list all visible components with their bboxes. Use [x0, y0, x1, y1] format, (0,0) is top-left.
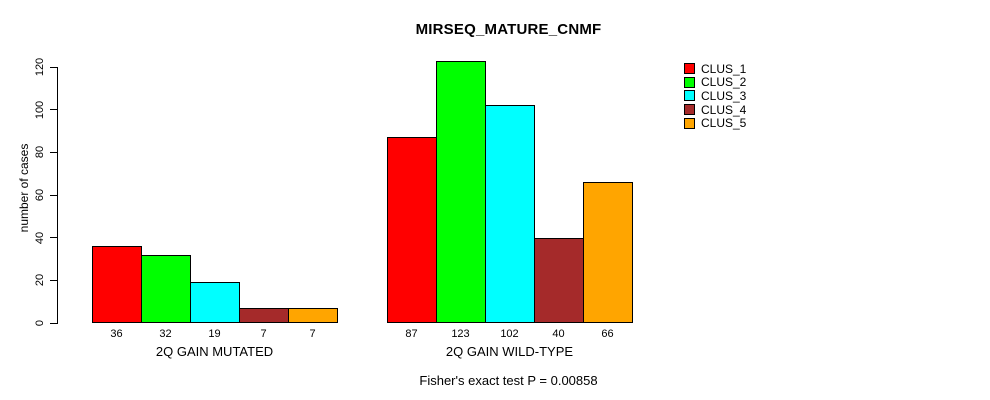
bar-value-label: 7 [260, 328, 267, 340]
bar-clus_4 [534, 238, 584, 323]
legend-entry: CLUS_4 [684, 103, 746, 117]
bar-value-label: 32 [159, 328, 172, 340]
y-axis-tick [50, 151, 57, 153]
y-axis-label: number of cases [17, 143, 31, 233]
bar-value-label: 40 [552, 328, 565, 340]
chart-title: MIRSEQ_MATURE_CNMF [415, 21, 602, 38]
bar-clus_5 [288, 308, 338, 323]
legend-entry: CLUS_1 [684, 62, 746, 76]
legend-label: CLUS_1 [701, 61, 747, 76]
legend: CLUS_1 CLUS_2 CLUS_3 CLUS_4 CLUS_5 [684, 62, 746, 130]
legend-swatch-clus_4 [684, 104, 695, 116]
group-label: 2Q GAIN MUTATED [155, 344, 274, 359]
bar-value-label: 102 [500, 328, 519, 340]
legend-swatch-clus_2 [684, 76, 695, 88]
y-axis-tick [50, 109, 57, 111]
y-tick-label: 40 [34, 231, 46, 244]
y-axis-tick [50, 279, 57, 281]
bar-clus_5 [583, 182, 633, 323]
y-tick-label: 120 [34, 57, 46, 77]
bar-clus_3 [485, 105, 535, 323]
group-label: 2Q GAIN WILD-TYPE [445, 344, 574, 359]
bar-value-label: 36 [110, 328, 123, 340]
bar-clus_4 [239, 308, 289, 323]
bar-clus_1 [387, 137, 437, 323]
bar-clus_2 [436, 61, 486, 323]
bar-clus_3 [190, 282, 240, 323]
y-axis-line [57, 67, 58, 324]
legend-swatch-clus_1 [684, 63, 695, 75]
y-axis-tick [50, 194, 57, 196]
legend-swatch-clus_5 [684, 117, 695, 129]
bar-value-label: 87 [405, 328, 418, 340]
legend-label: CLUS_3 [701, 88, 747, 103]
legend-swatch-clus_3 [684, 90, 695, 102]
legend-label: CLUS_4 [701, 102, 747, 117]
y-axis-tick [50, 322, 57, 324]
legend-label: CLUS_5 [701, 116, 747, 131]
y-axis-tick [50, 237, 57, 239]
y-tick-label: 60 [34, 188, 46, 202]
bar-value-label: 7 [309, 328, 316, 340]
stat-annotation: Fisher's exact test P = 0.00858 [419, 373, 598, 388]
bar-value-label: 19 [208, 328, 221, 340]
y-tick-label: 80 [34, 146, 46, 159]
legend-label: CLUS_2 [701, 75, 747, 90]
y-tick-label: 0 [34, 319, 46, 327]
legend-entry: CLUS_5 [684, 116, 746, 130]
y-axis-tick [50, 66, 57, 68]
y-tick-label: 20 [34, 274, 46, 287]
bar-clus_2 [141, 255, 191, 323]
y-tick-label: 100 [34, 100, 46, 119]
legend-entry: CLUS_3 [684, 89, 746, 103]
bar-value-label: 66 [601, 328, 614, 340]
bar-clus_1 [92, 246, 142, 323]
legend-entry: CLUS_2 [684, 76, 746, 90]
bar-value-label: 123 [451, 328, 470, 340]
